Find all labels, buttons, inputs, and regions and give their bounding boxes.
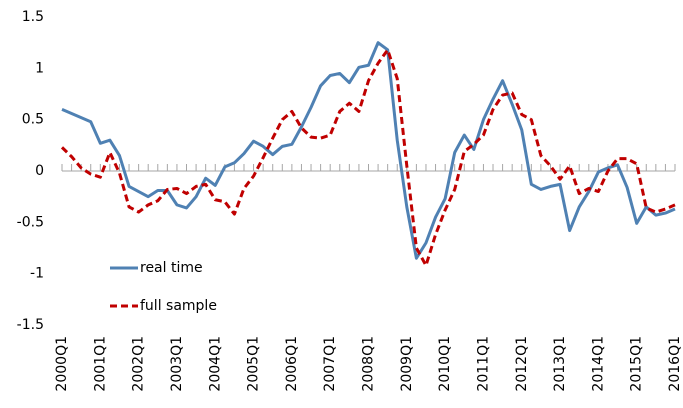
y-tick-label: 0 bbox=[35, 163, 44, 179]
x-tick-label: 2009Q1 bbox=[399, 336, 415, 392]
x-tick-label: 2013Q1 bbox=[552, 336, 568, 392]
legend-label: full sample bbox=[140, 298, 217, 314]
x-tick-label: 2006Q1 bbox=[284, 336, 300, 392]
x-tick-label: 2003Q1 bbox=[169, 336, 185, 392]
x-tick-label: 2004Q1 bbox=[207, 336, 223, 392]
x-tick-label: 2002Q1 bbox=[131, 336, 147, 392]
x-tick-label: 2014Q1 bbox=[590, 336, 606, 392]
y-tick-label: 1.5 bbox=[22, 9, 44, 25]
y-tick-label: 0.5 bbox=[22, 112, 44, 128]
series-line bbox=[60, 48, 676, 267]
x-tick-label: 2011Q1 bbox=[475, 336, 491, 392]
x-tick-label: 2005Q1 bbox=[246, 336, 262, 392]
x-tick-label: 2008Q1 bbox=[361, 336, 377, 392]
series-line bbox=[61, 41, 676, 260]
legend-label: real time bbox=[140, 260, 203, 276]
x-tick-label: 2007Q1 bbox=[322, 336, 338, 392]
y-tick-label: -1.5 bbox=[17, 317, 44, 333]
y-tick-label: -1 bbox=[30, 266, 44, 282]
y-tick-label: -0.5 bbox=[17, 214, 44, 230]
y-tick-label: 1 bbox=[35, 60, 44, 76]
x-tick-label: 2016Q1 bbox=[667, 336, 683, 392]
x-tick-label: 2000Q1 bbox=[54, 336, 70, 392]
x-tick-label: 2012Q1 bbox=[514, 336, 530, 392]
x-tick-label: 2015Q1 bbox=[629, 336, 645, 392]
x-tick-label: 2010Q1 bbox=[437, 336, 453, 392]
x-tick-label: 2001Q1 bbox=[92, 336, 108, 392]
